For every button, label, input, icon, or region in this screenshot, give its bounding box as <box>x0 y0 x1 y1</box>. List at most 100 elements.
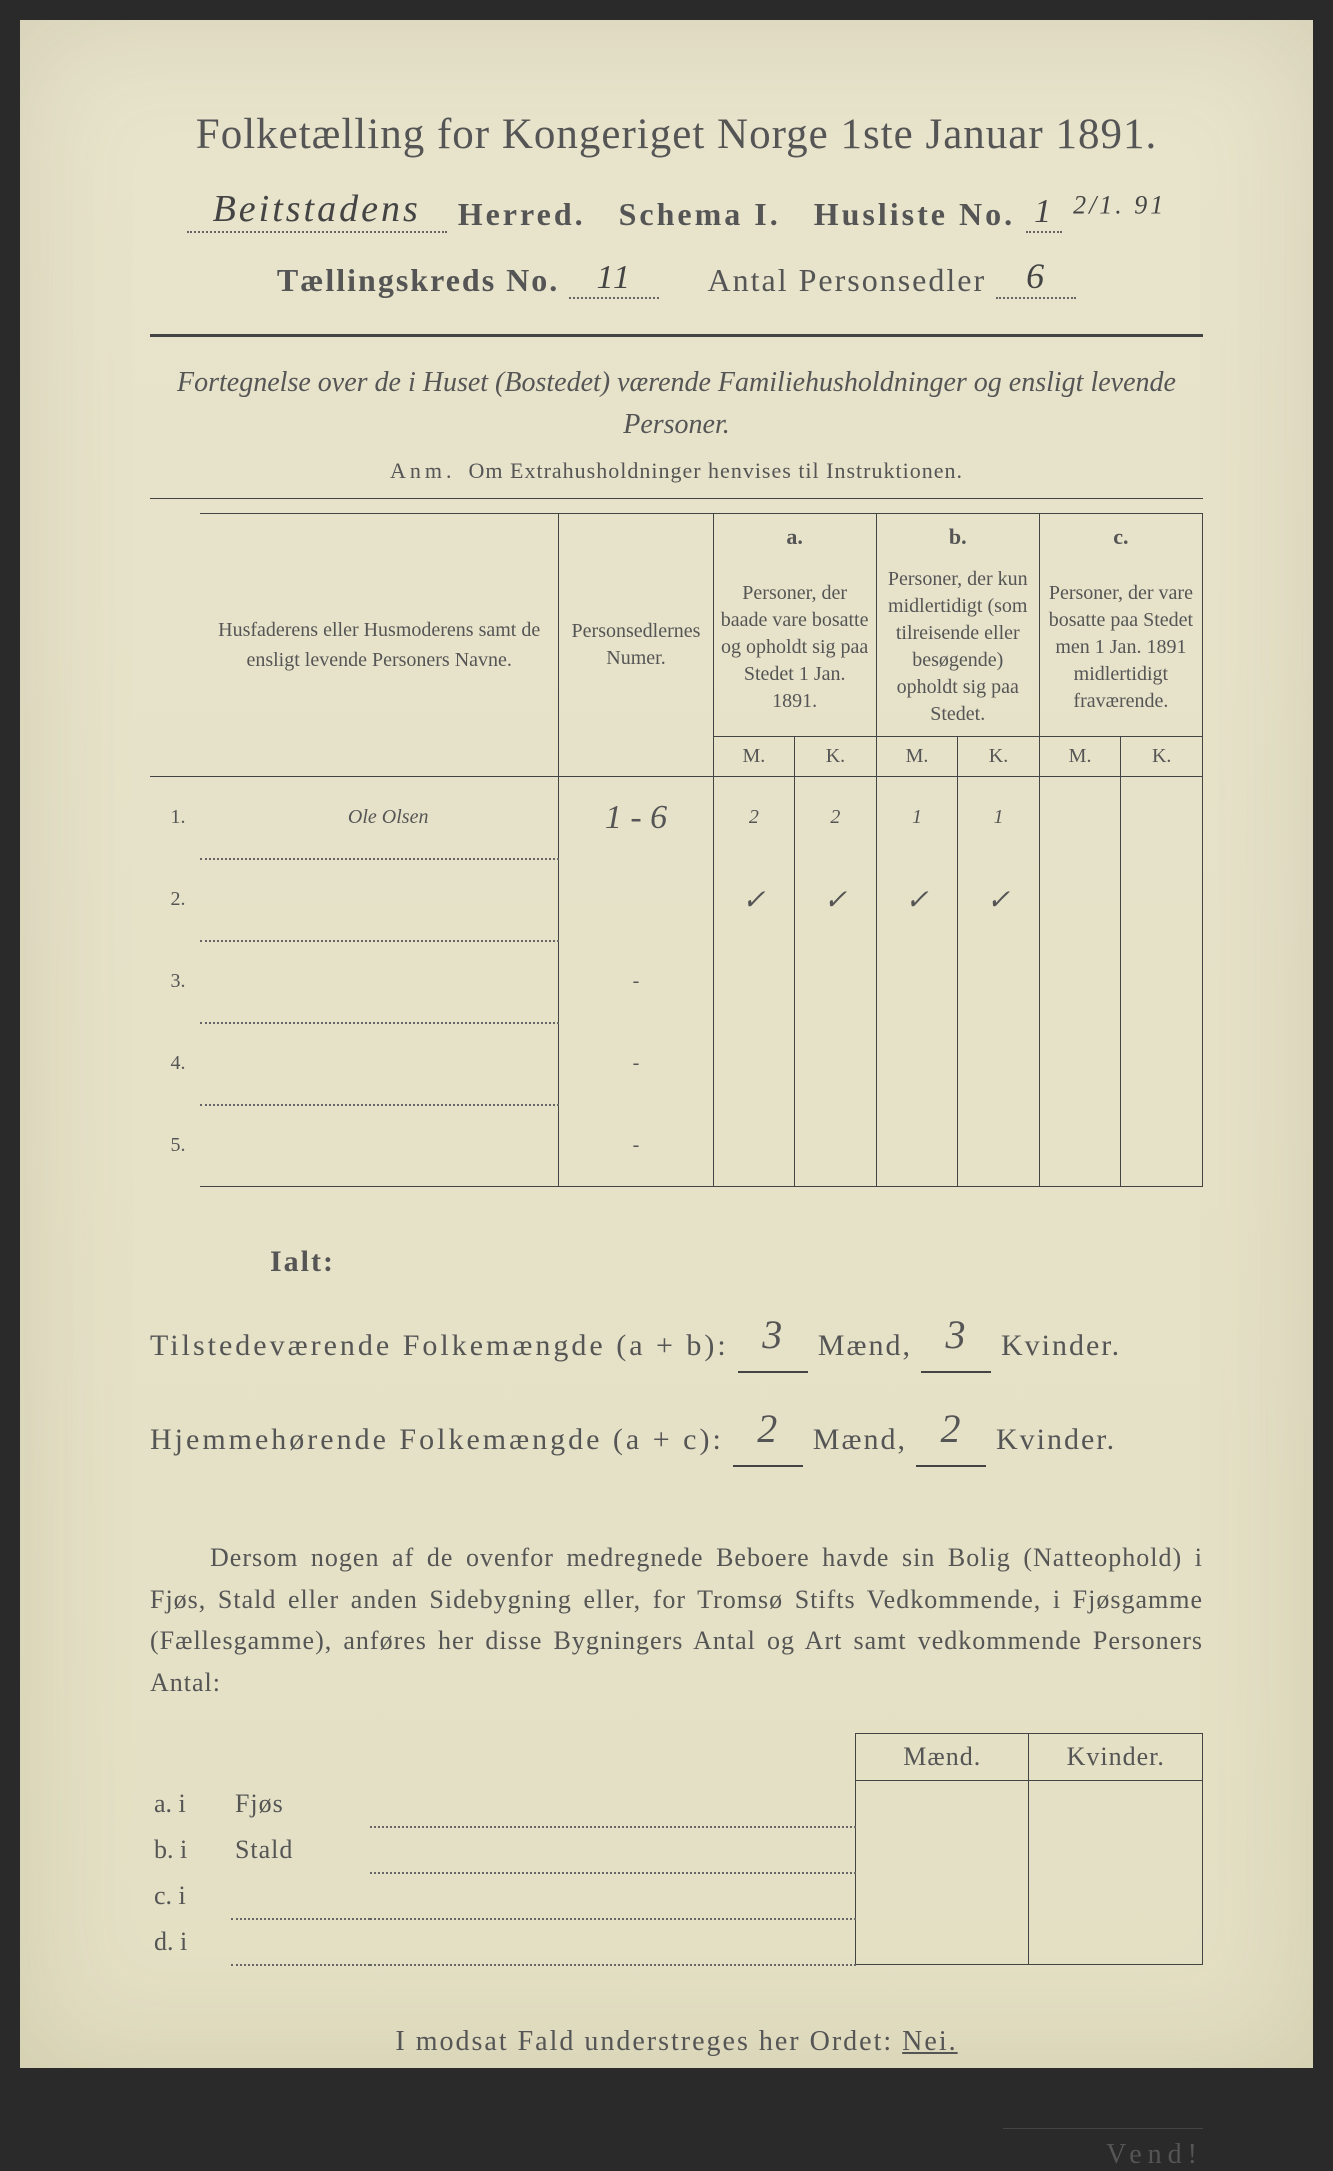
divider-thin-1 <box>150 498 1203 499</box>
ialt-line1-m: 3 <box>738 1299 808 1373</box>
col-a-header: Personer, der baade vare bosatte og opho… <box>713 558 876 737</box>
ck-cell <box>1121 777 1203 859</box>
table-row: 4. - <box>150 1023 1203 1105</box>
am-header: M. <box>713 737 795 777</box>
bk-cell <box>958 1023 1040 1105</box>
ialt-line-1: Tilstedeværende Folkemængde (a + b): 3 M… <box>150 1299 1203 1373</box>
bottom-row: b. i Stald <box>150 1827 1203 1873</box>
bottom-row: c. i <box>150 1873 1203 1919</box>
ak-cell: 2 <box>795 777 877 859</box>
ialt-label: Ialt: <box>270 1245 1203 1279</box>
bottom-row: d. i <box>150 1919 1203 1965</box>
table-row: 2. ✓ ✓ ✓ ✓ <box>150 859 1203 941</box>
ck-cell <box>1121 859 1203 941</box>
col-a-letter: a. <box>786 524 803 549</box>
bm-cell: 1 <box>876 777 958 859</box>
name-cell: Ole Olsen <box>200 777 559 859</box>
anm-label: Anm. <box>390 458 456 483</box>
bk-cell <box>958 1105 1040 1187</box>
herred-label: Herred. <box>458 196 586 232</box>
modsat-line: I modsat Fald understreges her Ordet: Ne… <box>150 2026 1203 2058</box>
cm-cell <box>1039 1023 1121 1105</box>
name-cell <box>200 859 559 941</box>
ak-header: K. <box>795 737 877 777</box>
am-cell: 2 <box>713 777 795 859</box>
row-num: 2. <box>150 859 200 941</box>
name-cell <box>200 941 559 1023</box>
col-b-header: Personer, der kun midlertidigt (som tilr… <box>876 558 1039 737</box>
bottom-row-type: Fjøs <box>231 1781 370 1827</box>
name-cell <box>200 1105 559 1187</box>
am-cell <box>713 941 795 1023</box>
bottom-kvinder-header: Kvinder. <box>1029 1734 1203 1781</box>
am-cell <box>713 1105 795 1187</box>
am-cell <box>713 1023 795 1105</box>
ak-cell: ✓ <box>795 859 877 941</box>
bm-cell <box>876 1023 958 1105</box>
pn-cell: 1 - 6 <box>559 777 713 859</box>
bottom-row-label: d. i <box>150 1919 231 1965</box>
bottom-row: a. i Fjøs <box>150 1781 1203 1827</box>
bk-cell: ✓ <box>958 859 1040 941</box>
modsat-text: I modsat Fald understreges her Ordet: <box>395 2026 893 2057</box>
ialt-line1-k: 3 <box>921 1299 991 1373</box>
table-row: 1. Ole Olsen 1 - 6 2 2 1 1 <box>150 777 1203 859</box>
table-row: 3. - <box>150 941 1203 1023</box>
schema-label: Schema I. <box>619 196 781 232</box>
row-num: 4. <box>150 1023 200 1105</box>
bm-header: M. <box>876 737 958 777</box>
ck-cell <box>1121 941 1203 1023</box>
ialt-line-2: Hjemmehørende Folkemængde (a + c): 2 Mæn… <box>150 1393 1203 1467</box>
census-form-page: Folketælling for Kongeriget Norge 1ste J… <box>20 20 1313 2068</box>
bottom-row-label: a. i <box>150 1781 231 1827</box>
husliste-label: Husliste No. <box>814 196 1015 232</box>
divider-thick <box>150 334 1203 337</box>
row-num: 5. <box>150 1105 200 1187</box>
bm-cell <box>876 941 958 1023</box>
row-num: 1. <box>150 777 200 859</box>
ialt-line2-m: 2 <box>733 1393 803 1467</box>
maend-label-2: Mænd, <box>813 1423 907 1456</box>
col-c-letter: c. <box>1113 524 1128 549</box>
pn-cell: - <box>559 941 713 1023</box>
herred-handwritten: Beitstadens <box>187 187 447 233</box>
ak-cell <box>795 1105 877 1187</box>
ck-cell <box>1121 1023 1203 1105</box>
bm-cell <box>876 1105 958 1187</box>
ck-header: K. <box>1121 737 1203 777</box>
husliste-no-hw: 1 <box>1026 193 1062 233</box>
bottom-table: Mænd. Kvinder. a. i Fjøs b. i Stald c. i… <box>150 1733 1203 1966</box>
kvinder-label-2: Kvinder. <box>996 1423 1116 1456</box>
col1-header: Husfaderens eller Husmoderens samt de en… <box>200 514 559 777</box>
main-table: Husfaderens eller Husmoderens samt de en… <box>150 513 1203 1187</box>
bottom-row-label: c. i <box>150 1873 231 1919</box>
header-line-2: Beitstadens Herred. Schema I. Husliste N… <box>150 187 1203 233</box>
cm-cell <box>1039 941 1121 1023</box>
bottom-row-type: Stald <box>231 1827 370 1873</box>
anm-text: Om Extrahusholdninger henvises til Instr… <box>469 458 963 483</box>
ialt-line1-pre: Tilstedeværende Folkemængde (a + b): <box>150 1329 729 1362</box>
ck-cell <box>1121 1105 1203 1187</box>
page-title: Folketælling for Kongeriget Norge 1ste J… <box>150 110 1203 159</box>
cm-cell <box>1039 1105 1121 1187</box>
antal-hw: 6 <box>996 255 1076 299</box>
bk-cell: 1 <box>958 777 1040 859</box>
ialt-section: Ialt: Tilstedeværende Folkemængde (a + b… <box>150 1245 1203 1467</box>
subtitle: Fortegnelse over de i Huset (Bostedet) v… <box>150 362 1203 446</box>
table-row: 5. - <box>150 1105 1203 1187</box>
col-c-header: Personer, der vare bosatte paa Stedet me… <box>1039 558 1202 737</box>
kvinder-label: Kvinder. <box>1001 1329 1121 1362</box>
paragraph: Dersom nogen af de ovenfor medregnede Be… <box>150 1537 1203 1703</box>
anm-line: Anm. Om Extrahusholdninger henvises til … <box>150 458 1203 484</box>
am-cell: ✓ <box>713 859 795 941</box>
vend-label: Vend! <box>1003 2128 1203 2171</box>
name-cell <box>200 1023 559 1105</box>
col2-header: Personsedlernes Numer. <box>559 514 713 777</box>
pn-cell: - <box>559 1023 713 1105</box>
antal-label: Antal Personsedler <box>707 262 986 298</box>
row-num: 3. <box>150 941 200 1023</box>
ak-cell <box>795 1023 877 1105</box>
cm-cell <box>1039 777 1121 859</box>
col-b-letter: b. <box>949 524 967 549</box>
cm-header: M. <box>1039 737 1121 777</box>
